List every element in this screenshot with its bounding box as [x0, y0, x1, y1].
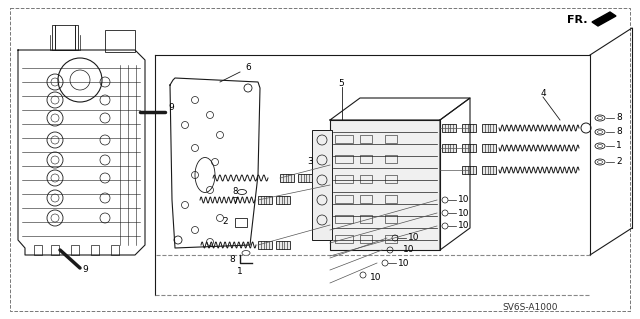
- Bar: [360, 135, 372, 143]
- Bar: [312, 130, 332, 240]
- Bar: [482, 166, 496, 174]
- Polygon shape: [592, 12, 616, 26]
- Text: 10: 10: [458, 209, 470, 218]
- Bar: [385, 155, 397, 163]
- Bar: [360, 175, 372, 183]
- Text: 10: 10: [408, 234, 419, 242]
- Text: 6: 6: [245, 63, 251, 72]
- Text: 8: 8: [616, 128, 621, 137]
- Text: 1: 1: [237, 268, 243, 277]
- Bar: [51, 245, 59, 255]
- Text: 8: 8: [229, 256, 235, 264]
- Bar: [335, 215, 353, 223]
- Bar: [71, 245, 79, 255]
- Bar: [360, 215, 372, 223]
- Bar: [105, 30, 135, 52]
- Bar: [52, 25, 78, 50]
- Bar: [462, 144, 476, 152]
- Bar: [385, 175, 397, 183]
- Bar: [34, 245, 42, 255]
- Bar: [360, 235, 372, 243]
- Bar: [385, 235, 397, 243]
- Bar: [335, 235, 353, 243]
- Bar: [442, 144, 456, 152]
- Text: 8: 8: [232, 188, 238, 197]
- Bar: [258, 241, 272, 249]
- Bar: [276, 241, 290, 249]
- Bar: [385, 215, 397, 223]
- Text: 3: 3: [307, 158, 313, 167]
- Text: 10: 10: [458, 221, 470, 231]
- Text: 4: 4: [540, 88, 546, 98]
- Bar: [385, 135, 397, 143]
- Text: 10: 10: [398, 258, 410, 268]
- Bar: [442, 124, 456, 132]
- Bar: [462, 166, 476, 174]
- Bar: [258, 196, 272, 204]
- Bar: [360, 195, 372, 203]
- Bar: [330, 120, 440, 250]
- Text: 1: 1: [616, 142, 621, 151]
- Bar: [298, 174, 312, 182]
- Bar: [111, 245, 119, 255]
- Text: 10: 10: [458, 196, 470, 204]
- Bar: [335, 195, 353, 203]
- Bar: [482, 124, 496, 132]
- Text: FR.: FR.: [568, 15, 588, 25]
- Bar: [335, 155, 353, 163]
- Text: 2: 2: [616, 158, 621, 167]
- Text: 5: 5: [338, 79, 344, 88]
- Bar: [280, 174, 294, 182]
- Text: 9: 9: [82, 265, 88, 275]
- Bar: [276, 196, 290, 204]
- Text: 2: 2: [222, 218, 228, 226]
- Text: 9: 9: [168, 103, 173, 113]
- Text: 8: 8: [616, 114, 621, 122]
- Text: 7: 7: [232, 197, 238, 206]
- Bar: [462, 124, 476, 132]
- Text: SV6S-A1000: SV6S-A1000: [502, 302, 557, 311]
- Bar: [482, 144, 496, 152]
- Bar: [235, 218, 247, 227]
- Bar: [335, 135, 353, 143]
- Text: 10: 10: [370, 273, 381, 283]
- Bar: [360, 155, 372, 163]
- Bar: [91, 245, 99, 255]
- Bar: [335, 175, 353, 183]
- Bar: [385, 195, 397, 203]
- Text: 10: 10: [403, 246, 415, 255]
